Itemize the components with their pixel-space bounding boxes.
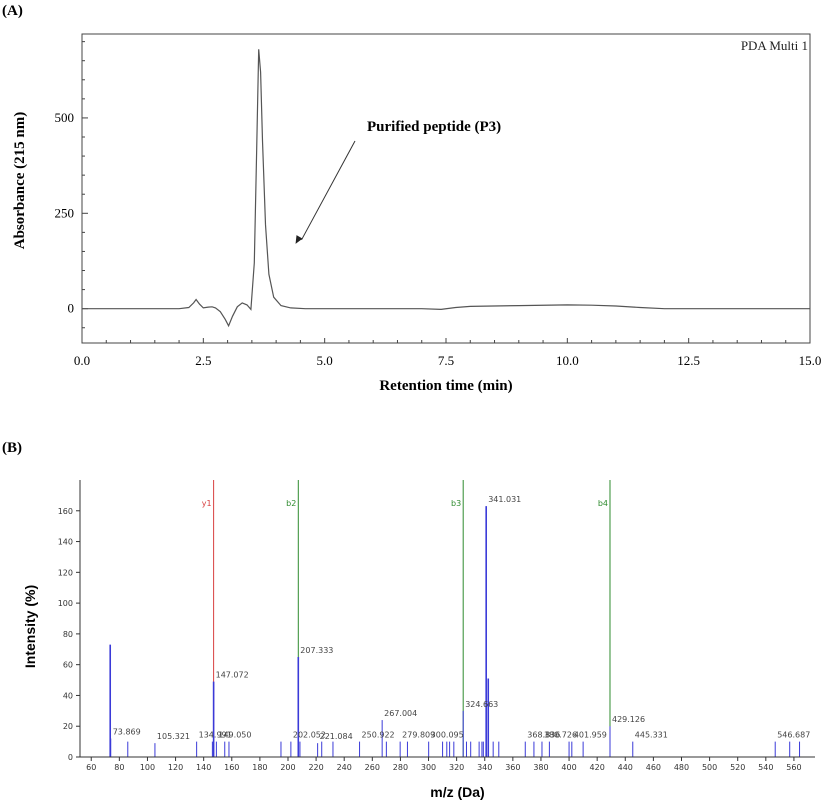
chromatogram-plot-frame (81, 33, 811, 344)
chromatogram-trace (82, 49, 810, 328)
spectrum-peak-label: 324.663 (465, 700, 498, 709)
spectrum-y-ticks: 0 20 40 60 80 100 120 140 160 (58, 507, 80, 762)
peak-annotation-arrowhead (295, 235, 303, 244)
spectrum-x-tick-label: 560 (786, 763, 801, 772)
panel-a-label: (A) (2, 3, 23, 19)
spectrum-peak-label: 207.333 (300, 646, 333, 655)
chromatogram-x-tick-label: 12.5 (677, 353, 700, 368)
spectrum-x-tick-label: 60 (86, 763, 96, 772)
fragment-ion-label: b3 (451, 499, 461, 508)
chromatogram-y-tick-label: 250 (55, 205, 75, 220)
spectrum-x-ticks: 60 80 100 120 140 160 180 200 220 240 260 280 300 320… (86, 757, 802, 772)
chromatogram-x-tick-label: 0.0 (74, 353, 90, 368)
spectrum-peak-label: 73.869 (113, 728, 141, 737)
spectrum-peak-label: 429.126 (612, 715, 645, 724)
spectrum-peak-label: 202.052 (293, 731, 326, 740)
panel-b-label: (B) (2, 440, 22, 456)
spectrum-peak-label: 401.959 (574, 731, 607, 740)
spectrum-peak-label: 267.004 (384, 709, 417, 718)
peak-annotation-label: Purified peptide (P3) (367, 119, 501, 135)
spectrum-peak-label: 105.321 (157, 732, 190, 741)
spectrum-x-tick-label: 480 (674, 763, 689, 772)
spectrum-peak-label: 546.687 (777, 731, 810, 740)
chromatogram-y-axis-title: Absorbance (215 nm) (12, 112, 28, 250)
spectrum-peak-label: 149.050 (218, 731, 251, 740)
spectrum-peak-label: 380.726 (544, 731, 577, 740)
chromatogram-x-tick-label: 2.5 (195, 353, 211, 368)
spectrum-peak-labels: 73.869 105.321 134.991 147.072 149.050 202.05… (113, 495, 811, 741)
spectrum-peak-label: 368.836 (527, 731, 560, 740)
spectrum-x-axis-title: m/z (Da) (430, 784, 484, 800)
spectrum-x-tick-label: 320 (449, 763, 464, 772)
spectrum-peak-label: 445.331 (635, 731, 668, 740)
fragment-ion-label: b4 (598, 499, 608, 508)
spectrum-x-tick-label: 400 (561, 763, 576, 772)
spectrum-y-axis-title: Intensity (%) (22, 585, 38, 668)
chromatogram-x-tick-label: 10.0 (556, 353, 579, 368)
spectrum-y-tick-label: 120 (58, 568, 73, 577)
spectrum-y-tick-label: 80 (63, 630, 73, 639)
spectrum-x-tick-label: 360 (505, 763, 520, 772)
spectrum-x-tick-label: 120 (168, 763, 183, 772)
spectrum-x-tick-label: 140 (196, 763, 211, 772)
chromatogram-x-tick-label: 15.0 (799, 353, 822, 368)
spectrum-peak-label: 341.031 (488, 495, 521, 504)
chromatogram-chart: 0.0 2.5 5.0 7.5 10.0 12.5 15.0 0 250 500 PDA Mul… (12, 33, 822, 394)
peak-annotation-arrow (301, 140, 356, 241)
spectrum-x-tick-label: 100 (140, 763, 155, 772)
spectrum-peak-label: 300.095 (431, 731, 464, 740)
chromatogram-x-ticks: 0.0 2.5 5.0 7.5 10.0 12.5 15.0 (74, 338, 822, 368)
spectrum-y-tick-label: 100 (58, 599, 73, 608)
ms-spectrum-chart: y1 b2 b3 b4 73.869 105.321 134.991 147.072 149.… (22, 480, 815, 800)
fragment-ion-label: y1 (202, 499, 212, 508)
spectrum-x-tick-label: 80 (114, 763, 124, 772)
spectrum-x-tick-label: 340 (477, 763, 492, 772)
chromatogram-y-tick-label: 0 (68, 301, 75, 316)
spectrum-x-tick-label: 180 (252, 763, 267, 772)
spectrum-peak-label: 134.991 (199, 731, 232, 740)
spectrum-x-tick-label: 260 (365, 763, 380, 772)
spectrum-y-tick-label: 20 (63, 722, 73, 731)
spectrum-y-tick-label: 60 (63, 661, 73, 670)
spectrum-peak-label: 279.809 (402, 731, 435, 740)
spectrum-peak-label: 250.922 (362, 731, 395, 740)
spectrum-x-tick-label: 500 (702, 763, 717, 772)
fragment-ion-label: b2 (286, 499, 296, 508)
spectrum-x-tick-label: 380 (533, 763, 548, 772)
spectrum-y-tick-label: 140 (58, 538, 73, 547)
chromatogram-corner-label: PDA Multi 1 (741, 38, 808, 53)
spectrum-peak-label: 147.072 (216, 671, 249, 680)
chromatogram-y-ticks: 0 250 500 (55, 41, 88, 329)
spectrum-y-tick-label: 0 (68, 753, 73, 762)
spectrum-x-tick-label: 220 (308, 763, 323, 772)
spectrum-y-tick-label: 160 (58, 507, 73, 516)
chromatogram-y-tick-label: 500 (55, 110, 75, 125)
spectrum-x-tick-label: 540 (758, 763, 773, 772)
spectrum-x-tick-label: 420 (590, 763, 605, 772)
spectrum-x-tick-label: 300 (421, 763, 436, 772)
spectrum-x-tick-label: 520 (730, 763, 745, 772)
spectrum-peak-label: 221.084 (320, 732, 353, 741)
spectrum-peaks (109, 506, 801, 757)
spectrum-x-tick-label: 240 (337, 763, 352, 772)
chromatogram-x-tick-label: 7.5 (438, 353, 454, 368)
spectrum-y-tick-label: 40 (63, 691, 73, 700)
spectrum-x-tick-label: 160 (224, 763, 239, 772)
spectrum-x-tick-label: 200 (280, 763, 295, 772)
spectrum-x-tick-label: 460 (646, 763, 661, 772)
chromatogram-x-axis-title: Retention time (min) (379, 378, 512, 394)
chromatogram-x-tick-label: 5.0 (317, 353, 333, 368)
spectrum-x-tick-label: 280 (393, 763, 408, 772)
spectrum-x-tick-label: 440 (618, 763, 633, 772)
